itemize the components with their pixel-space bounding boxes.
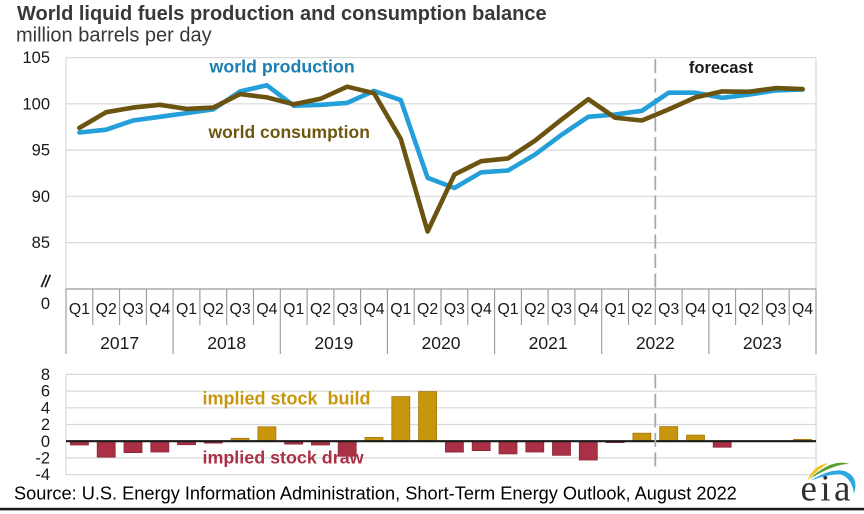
svg-text:100: 100 [22, 95, 50, 113]
svg-text:million barrels per day: million barrels per day [16, 25, 212, 47]
svg-text:Q3: Q3 [658, 301, 679, 318]
svg-text:world production: world production [209, 56, 355, 76]
svg-text:2022: 2022 [636, 333, 675, 353]
svg-text:world consumption: world consumption [208, 122, 370, 142]
svg-text:Q3: Q3 [551, 301, 572, 318]
svg-text:Q4: Q4 [792, 301, 813, 318]
svg-text:Q2: Q2 [96, 301, 117, 318]
svg-text:Q3: Q3 [122, 301, 143, 318]
svg-text:Q2: Q2 [631, 301, 652, 318]
svg-text:0: 0 [41, 433, 50, 451]
svg-text:2019: 2019 [314, 333, 353, 353]
svg-text:-4: -4 [35, 466, 50, 484]
svg-text:Q3: Q3 [444, 301, 465, 318]
svg-text:Q4: Q4 [256, 301, 277, 318]
svg-text:Q3: Q3 [337, 301, 358, 318]
svg-text:Q3: Q3 [765, 301, 786, 318]
svg-text:85: 85 [32, 234, 50, 252]
svg-text:105: 105 [22, 49, 50, 67]
svg-text:95: 95 [32, 142, 50, 160]
svg-text:0: 0 [41, 295, 50, 313]
svg-text:Q2: Q2 [203, 301, 224, 318]
svg-text:Q1: Q1 [712, 301, 733, 318]
svg-text:-2: -2 [35, 450, 50, 468]
svg-text:Q2: Q2 [524, 301, 545, 318]
svg-text:90: 90 [32, 188, 50, 206]
svg-text:Q4: Q4 [578, 301, 599, 318]
svg-text:2020: 2020 [422, 333, 461, 353]
svg-text:Q4: Q4 [149, 301, 170, 318]
svg-text:implied stock draw: implied stock draw [203, 448, 364, 468]
svg-text:4: 4 [41, 399, 50, 417]
svg-text:2017: 2017 [100, 333, 139, 353]
svg-text:Q4: Q4 [685, 301, 706, 318]
svg-text:Source: U.S. Energy Informatio: Source: U.S. Energy Information Administ… [14, 483, 737, 503]
svg-text:Q1: Q1 [283, 301, 304, 318]
svg-text:Q1: Q1 [497, 301, 518, 318]
svg-text:Q1: Q1 [176, 301, 197, 318]
svg-text:6: 6 [41, 383, 50, 401]
svg-text:Q1: Q1 [390, 301, 411, 318]
svg-text:Q1: Q1 [69, 301, 90, 318]
svg-text:forecast: forecast [689, 59, 754, 77]
svg-text:Q2: Q2 [738, 301, 759, 318]
svg-text:Q3: Q3 [230, 301, 251, 318]
svg-text:World liquid fuels production: World liquid fuels production and consum… [17, 3, 547, 25]
svg-text:2018: 2018 [207, 333, 246, 353]
svg-text:Q2: Q2 [417, 301, 438, 318]
svg-text:2: 2 [41, 416, 50, 434]
svg-text:implied stock build: implied stock build [203, 389, 371, 409]
svg-text:Q4: Q4 [363, 301, 384, 318]
svg-text:Q4: Q4 [471, 301, 492, 318]
svg-text:2021: 2021 [529, 333, 568, 353]
svg-text:Q1: Q1 [605, 301, 626, 318]
svg-text:Q2: Q2 [310, 301, 331, 318]
svg-text:2023: 2023 [743, 333, 782, 353]
svg-text:8: 8 [41, 366, 50, 384]
